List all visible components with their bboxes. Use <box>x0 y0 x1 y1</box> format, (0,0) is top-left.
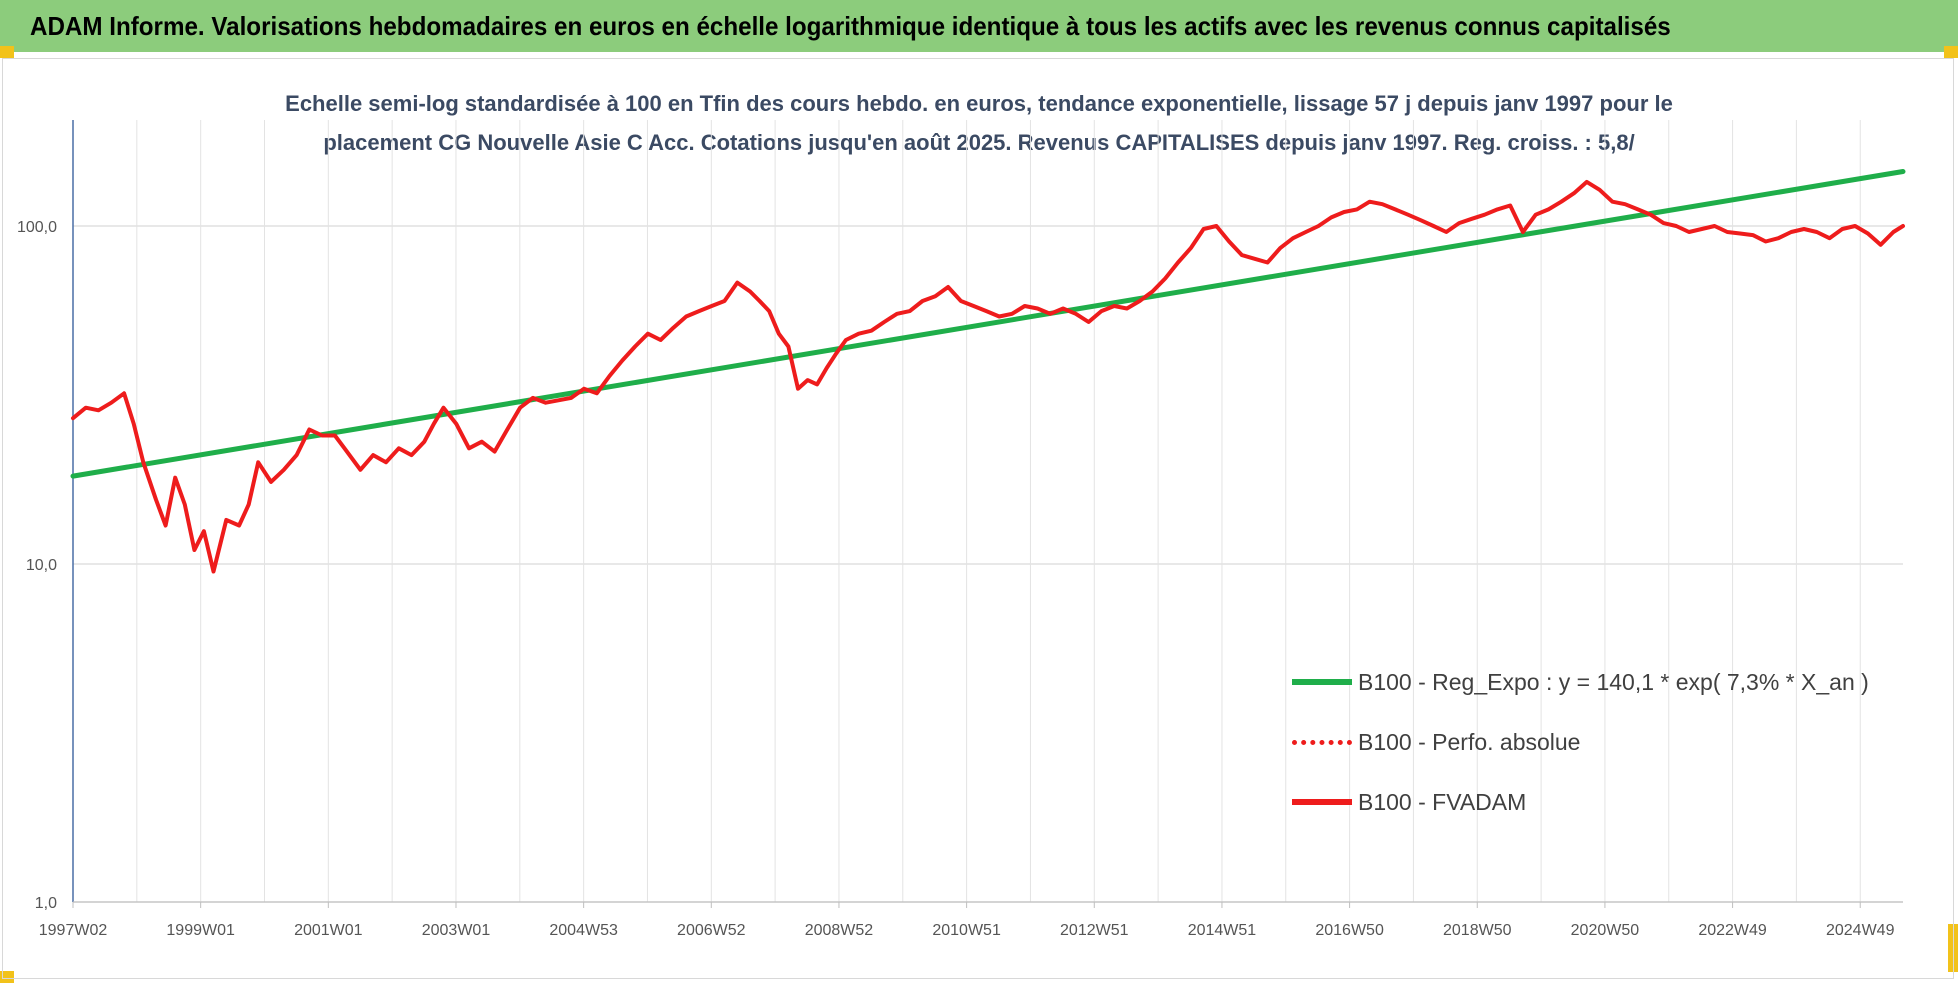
x-tick-label: 2022W49 <box>1698 922 1767 939</box>
legend: B100 - Reg_Expo : y = 140,1 * exp( 7,3% … <box>1292 652 1869 832</box>
x-tick-label: 2004W53 <box>549 922 618 939</box>
x-tick-label: 2010W51 <box>932 922 1001 939</box>
legend-item-reg-expo: B100 - Reg_Expo : y = 140,1 * exp( 7,3% … <box>1292 652 1869 712</box>
x-tick-label: 2001W01 <box>294 922 363 939</box>
x-tick-label: 2016W50 <box>1315 922 1384 939</box>
y-tick-label: 10,0 <box>26 557 57 574</box>
legend-label-perfo-absolue: B100 - Perfo. absolue <box>1358 728 1581 755</box>
x-tick-label: 2020W50 <box>1571 922 1640 939</box>
header-banner: ADAM Informe. Valorisations hebdomadaire… <box>0 0 1958 52</box>
legend-label-fvadam: B100 - FVADAM <box>1358 788 1527 815</box>
series-line-reg-expo <box>70 169 1906 479</box>
axis-layer: 1,0 10,0 100,0 1997W02 1999W01 2001W01 2003W01… <box>17 120 1903 939</box>
x-tick-label: 2018W50 <box>1443 922 1512 939</box>
legend-swatch-red-solid <box>1292 799 1352 805</box>
x-tick-label: 2008W52 <box>805 922 874 939</box>
corner-marker-bottom-left <box>0 971 14 983</box>
chart-title-line-2: placement CG Nouvelle Asie C Acc. Cotati… <box>323 130 1635 155</box>
legend-item-perfo-absolue: B100 - Perfo. absolue <box>1292 712 1869 772</box>
chart-frame <box>2 58 1954 979</box>
legend-swatch-green-solid <box>1292 679 1352 685</box>
x-tick-label: 1997W02 <box>39 922 108 939</box>
x-tick-label: 1999W01 <box>166 922 235 939</box>
chart-title-line-1: Echelle semi-log standardisée à 100 en T… <box>285 91 1673 116</box>
corner-marker-top-right <box>1944 46 1958 58</box>
x-tick-label: 2012W51 <box>1060 922 1129 939</box>
corner-marker-top-left <box>0 46 14 58</box>
legend-swatch-red-dotted <box>1292 739 1352 745</box>
legend-item-fvadam: B100 - FVADAM <box>1292 772 1869 832</box>
grid-layer <box>72 120 1903 903</box>
header-title: ADAM Informe. Valorisations hebdomadaire… <box>30 10 1671 41</box>
y-tick-label: 1,0 <box>35 895 57 912</box>
x-tick-label: 2024W49 <box>1826 922 1895 939</box>
y-tick-label: 100,0 <box>17 219 57 236</box>
x-tick-label: 2003W01 <box>422 922 491 939</box>
x-tick-label: 2014W51 <box>1188 922 1257 939</box>
chart-title: Echelle semi-log standardisée à 100 en T… <box>0 84 1958 162</box>
series-line-fvadam <box>71 179 1905 574</box>
legend-label-reg-expo: B100 - Reg_Expo : y = 140,1 * exp( 7,3% … <box>1358 668 1869 695</box>
series-layer <box>70 169 1906 574</box>
x-tick-label: 2006W52 <box>677 922 746 939</box>
